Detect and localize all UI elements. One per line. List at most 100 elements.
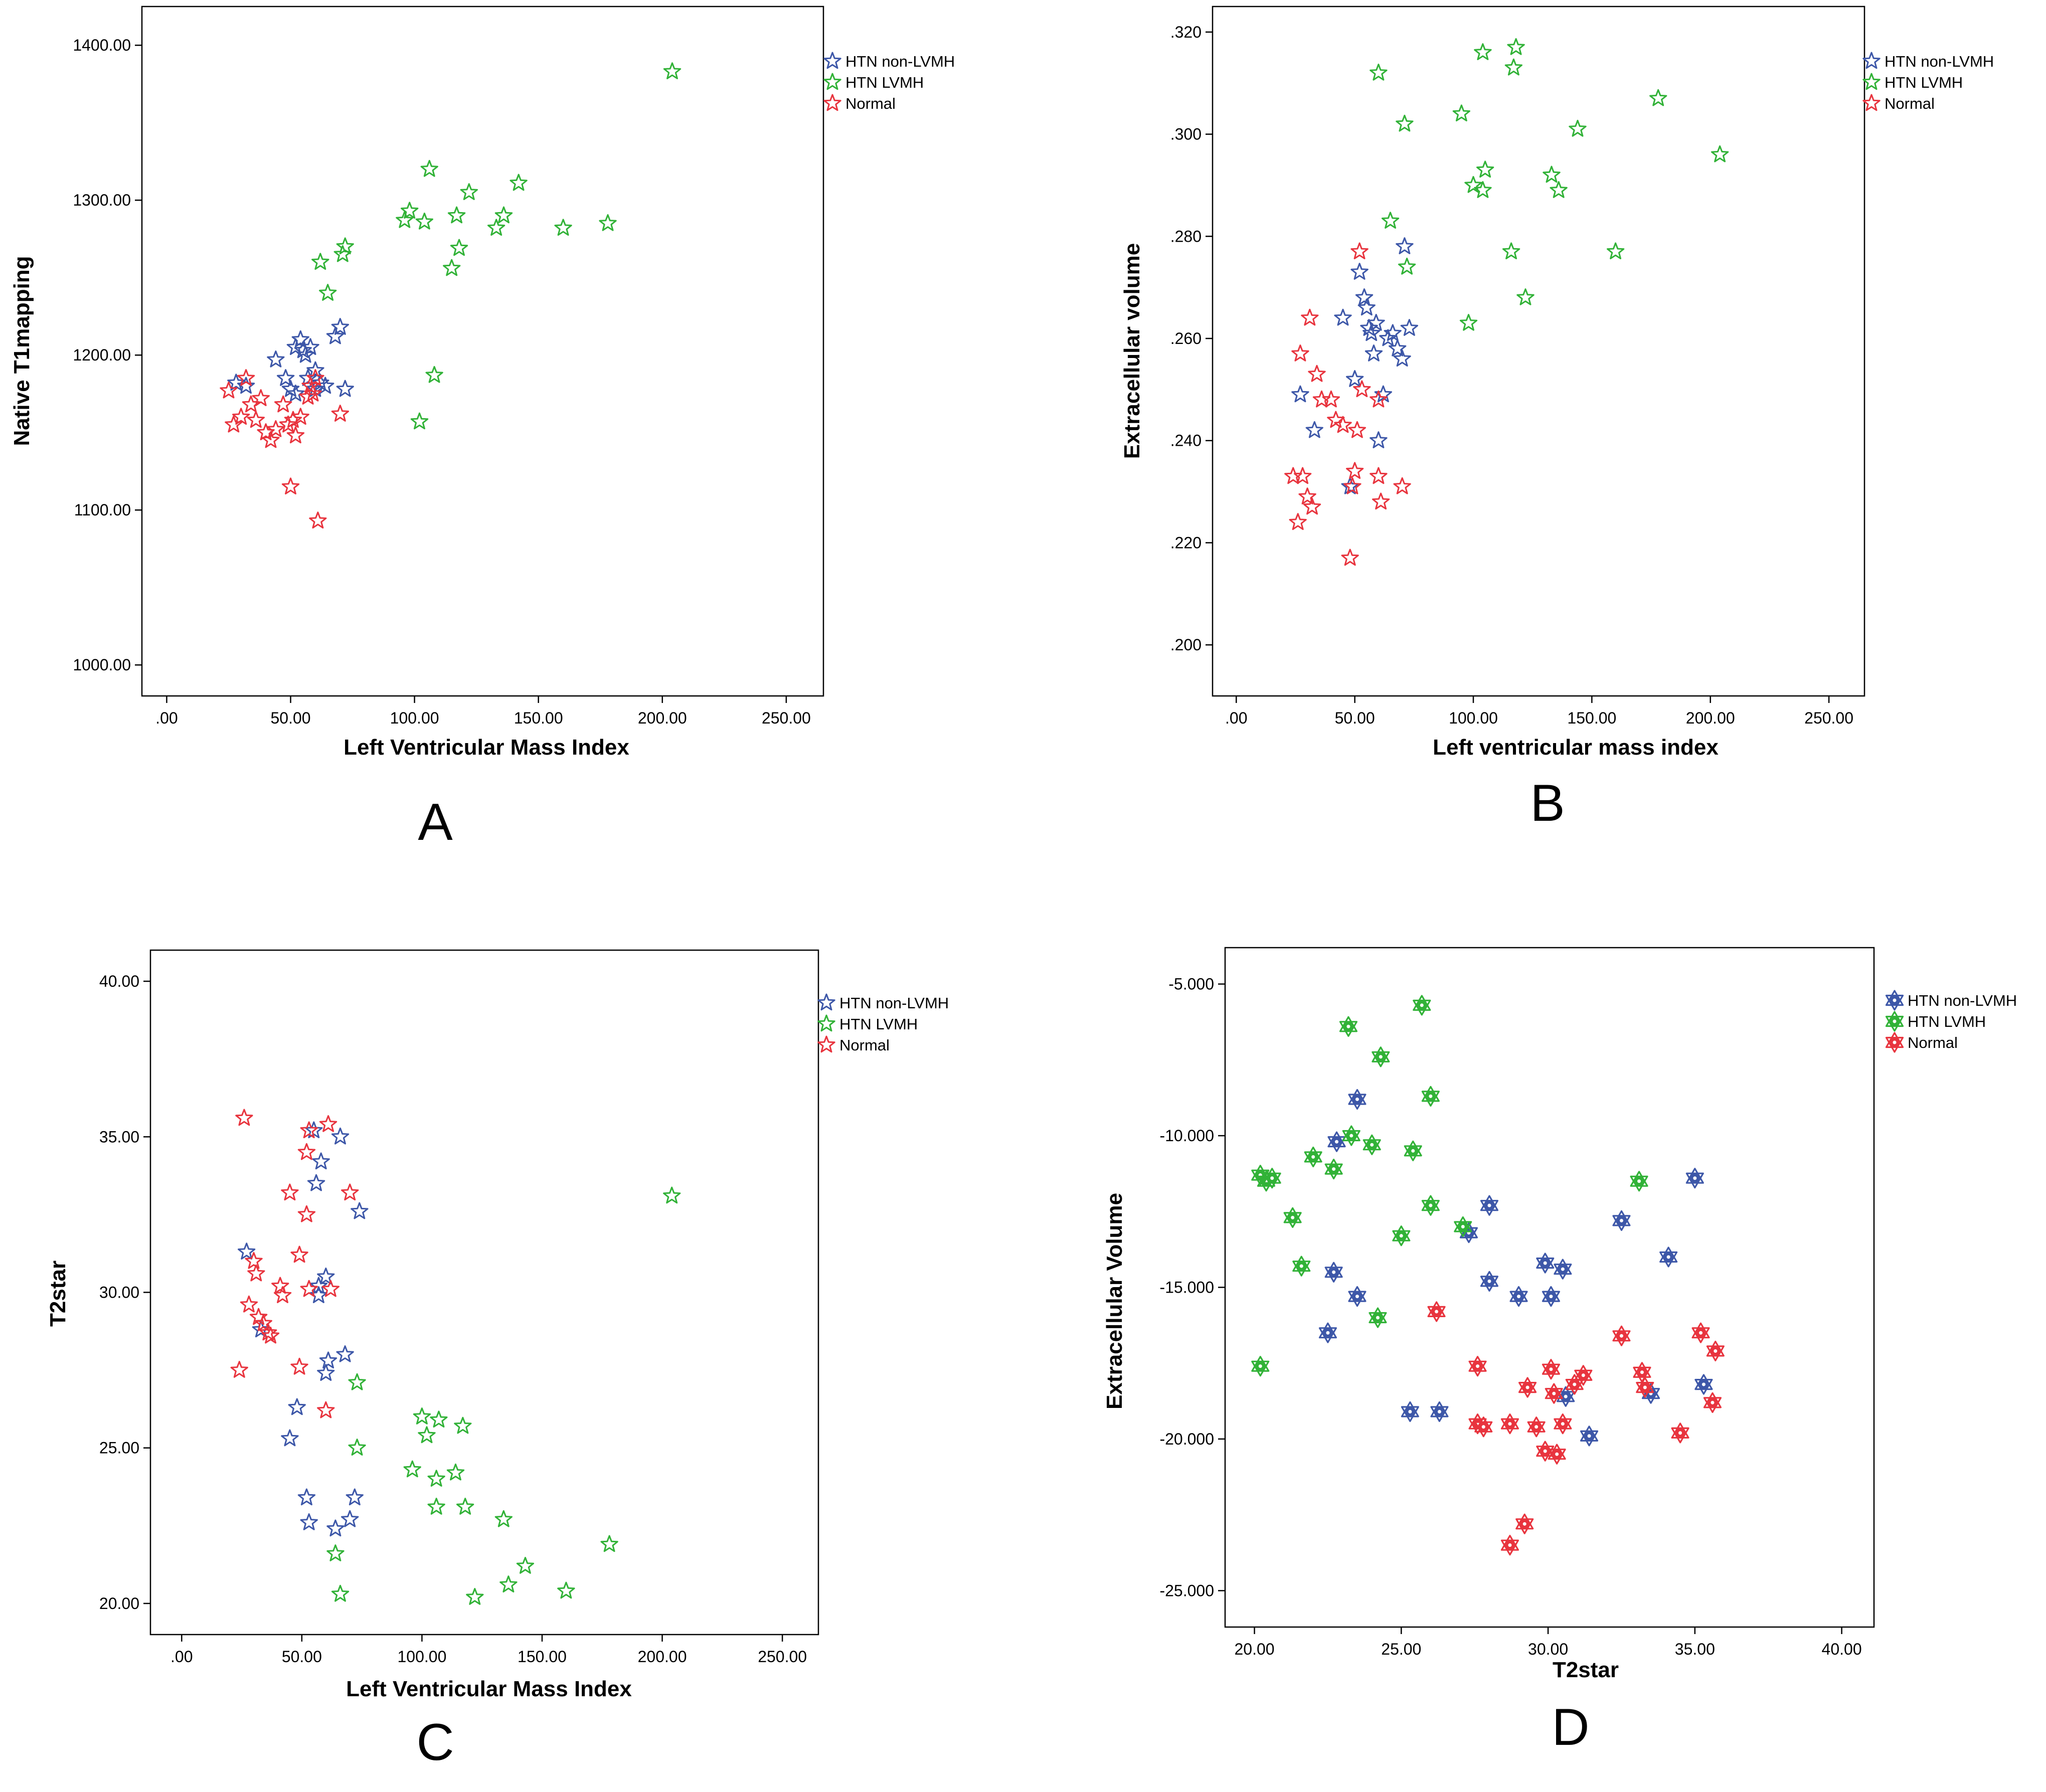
legend-marker <box>1885 1011 1904 1032</box>
data-point <box>447 206 466 224</box>
data-point <box>494 206 513 224</box>
data-point <box>326 1519 345 1537</box>
data-point <box>311 253 329 270</box>
legend-label: HTN non-LVMH <box>845 53 955 70</box>
x-tick-label: 200.00 <box>638 1648 687 1666</box>
data-point <box>238 1242 256 1260</box>
data-point <box>1372 492 1390 510</box>
data-point <box>317 1268 335 1285</box>
data-point <box>1509 1286 1528 1307</box>
data-point <box>1334 416 1352 433</box>
data-point <box>554 219 572 236</box>
y-tick-label: 1100.00 <box>74 501 131 519</box>
data-point <box>1322 390 1340 408</box>
legend-label: Normal <box>1885 95 1935 112</box>
data-point <box>1502 242 1520 260</box>
data-point <box>245 1252 263 1269</box>
x-tick-label: 40.00 <box>1822 1640 1862 1658</box>
data-point <box>1413 995 1431 1016</box>
legend-label: Normal <box>1908 1034 1958 1051</box>
legend-marker <box>817 993 835 1011</box>
series-normal <box>1427 1301 1725 1556</box>
data-point <box>235 1109 253 1126</box>
legend-label: Normal <box>839 1036 890 1054</box>
legend: HTN non-LVMH HTN LVMH Normal <box>817 993 949 1054</box>
data-point <box>1554 1259 1572 1280</box>
data-point <box>1542 1359 1560 1380</box>
data-point <box>1355 288 1374 305</box>
series-htn-lvmh <box>1251 995 1648 1377</box>
data-point <box>319 1351 337 1369</box>
data-point <box>1554 1413 1572 1435</box>
data-point <box>1504 58 1522 76</box>
data-point <box>1480 1195 1498 1216</box>
data-point <box>1516 288 1534 305</box>
data-point <box>1251 1356 1270 1377</box>
legend-marker <box>1862 94 1881 111</box>
data-point <box>300 1513 318 1530</box>
data-point <box>1365 344 1383 362</box>
data-point <box>487 219 505 236</box>
y-tick-label: .260 <box>1170 329 1202 347</box>
y-tick-label: 1400.00 <box>73 36 131 54</box>
data-point <box>261 1326 280 1344</box>
data-point <box>1305 421 1323 438</box>
y-axis-label: T2star <box>46 1261 70 1327</box>
legend: HTN non-LVMH HTN LVMH Normal <box>1862 52 1994 112</box>
data-point <box>331 318 349 335</box>
panel-D: 20.00 25.00 30.00 35.00 40.00 -25.000 -20.000 -… <box>1102 947 2017 1756</box>
data-point <box>1343 477 1361 494</box>
data-point <box>1346 462 1364 479</box>
series-htn-lvmh <box>311 62 681 430</box>
data-point <box>306 369 324 386</box>
data-point <box>1711 145 1729 162</box>
data-point <box>267 350 285 368</box>
series-htn-non-lvmh <box>1318 1089 1713 1447</box>
data-point <box>450 239 468 256</box>
y-tick-label: 1200.00 <box>73 346 131 364</box>
data-point <box>1548 1444 1566 1465</box>
x-tick-label: .00 <box>1225 709 1247 727</box>
data-point <box>466 1588 484 1605</box>
legend: HTN non-LVMH HTN LVMH Normal <box>1885 990 2017 1053</box>
data-point <box>300 1121 318 1139</box>
data-point <box>1350 263 1369 280</box>
data-point <box>1430 1401 1449 1422</box>
data-point <box>326 1544 345 1561</box>
data-point <box>1636 1377 1654 1398</box>
y-tick-label: 20.00 <box>99 1594 139 1612</box>
data-point <box>317 1364 335 1381</box>
data-point <box>309 511 327 529</box>
data-point <box>1452 104 1470 122</box>
data-point <box>1370 390 1388 408</box>
data-point <box>284 411 302 428</box>
y-tick-label: -5.000 <box>1168 975 1214 993</box>
data-point <box>1291 385 1309 403</box>
data-point <box>1318 1322 1337 1343</box>
plot-frame <box>149 949 819 1636</box>
data-point <box>1550 181 1568 198</box>
data-point <box>273 1286 292 1303</box>
series-htn-lvmh <box>326 1186 681 1605</box>
data-point <box>557 1581 575 1599</box>
series-htn-non-lvmh <box>1291 237 1418 494</box>
data-point <box>281 1183 299 1201</box>
data-point <box>1543 165 1561 183</box>
data-point <box>1400 319 1418 336</box>
data-point <box>1536 1252 1555 1274</box>
x-tick-label: 250.00 <box>1804 709 1853 727</box>
plot-frame <box>1212 6 1865 697</box>
data-point <box>306 361 324 379</box>
data-point <box>1289 513 1307 530</box>
data-point <box>430 1410 448 1428</box>
data-point <box>1389 339 1407 356</box>
data-point <box>297 1205 316 1222</box>
y-tick-label: .320 <box>1170 23 1202 41</box>
legend-marker <box>823 73 841 90</box>
legend-label: Normal <box>845 95 896 112</box>
data-point <box>1454 1216 1472 1237</box>
data-point <box>333 245 352 262</box>
x-tick-label: 25.00 <box>1381 1640 1421 1658</box>
data-point <box>1374 385 1392 403</box>
